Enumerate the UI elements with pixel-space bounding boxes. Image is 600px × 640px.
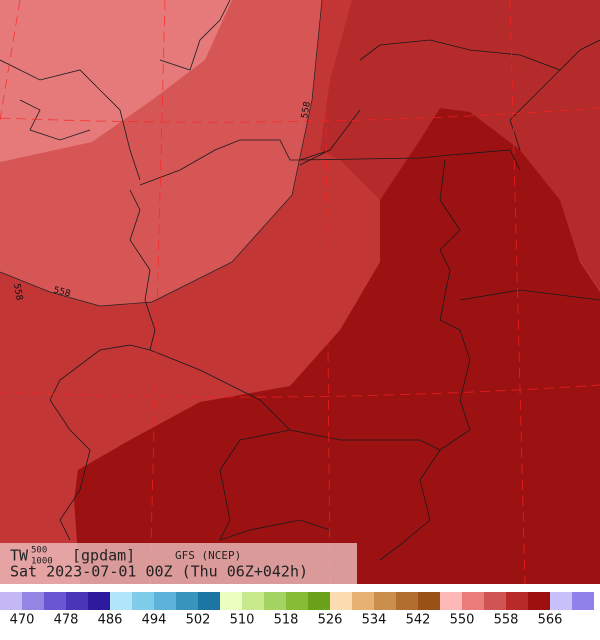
field-band <box>74 108 600 584</box>
color-swatch <box>88 592 110 610</box>
color-swatch <box>418 592 440 610</box>
color-swatch <box>242 592 264 610</box>
borders <box>0 0 600 561</box>
colorbar-label: 542 <box>406 613 431 628</box>
colorbar-label: 526 <box>318 613 343 628</box>
color-swatch <box>484 592 506 610</box>
level-top: 500 <box>31 546 47 556</box>
map-field <box>0 0 600 584</box>
variable: TW <box>10 547 29 565</box>
color-swatch <box>462 592 484 610</box>
colorbar-label: 558 <box>494 613 519 628</box>
colorbar-label: 534 <box>362 613 387 628</box>
time: Sat 2023-07-01 00Z (Thu 06Z+042h) <box>10 563 308 581</box>
legend-background <box>0 543 357 584</box>
model: GFS (NCEP) <box>175 549 241 562</box>
color-swatch <box>44 592 66 610</box>
color-swatch <box>572 592 594 610</box>
color-swatch <box>154 592 176 610</box>
color-swatch <box>198 592 220 610</box>
field-band <box>0 0 232 162</box>
colorbar: 470 478 486 494 502 510 518 526 534 542 550 558 566 <box>0 592 594 628</box>
color-swatch <box>308 592 330 610</box>
color-swatch <box>66 592 88 610</box>
legend-box: TW 500 1000 [gpdam] GFS (NCEP) Sat 2023-… <box>0 543 357 584</box>
unit: [gpdam] <box>72 547 135 565</box>
colorbar-label: 494 <box>142 613 167 628</box>
colorbar-label: 566 <box>538 613 563 628</box>
color-swatch <box>528 592 550 610</box>
color-swatch <box>176 592 198 610</box>
color-swatch <box>220 592 242 610</box>
contour-lines: 558 558 558 <box>0 0 323 307</box>
field-band <box>320 0 600 290</box>
color-swatch <box>264 592 286 610</box>
colorbar-label: 470 <box>10 613 35 628</box>
color-swatch <box>110 592 132 610</box>
contour-label: 558 <box>300 100 313 119</box>
color-swatch <box>506 592 528 610</box>
color-swatch <box>286 592 308 610</box>
colorbar-label: 518 <box>274 613 299 628</box>
color-swatch <box>352 592 374 610</box>
colorbar-label: 478 <box>54 613 79 628</box>
contour-label: 558 <box>11 283 24 302</box>
color-swatch <box>396 592 418 610</box>
colorbar-label: 550 <box>450 613 475 628</box>
color-swatch <box>550 592 572 610</box>
color-swatch <box>22 592 44 610</box>
color-swatch <box>440 592 462 610</box>
contour-label: 558 <box>52 285 71 299</box>
color-swatch <box>0 592 22 610</box>
level-bottom: 1000 <box>31 557 53 567</box>
grid-lines <box>0 0 600 585</box>
color-swatch <box>374 592 396 610</box>
color-swatch <box>132 592 154 610</box>
colorbar-label: 486 <box>98 613 123 628</box>
color-swatch <box>330 592 352 610</box>
colorbar-label: 510 <box>230 613 255 628</box>
colorbar-label: 502 <box>186 613 211 628</box>
